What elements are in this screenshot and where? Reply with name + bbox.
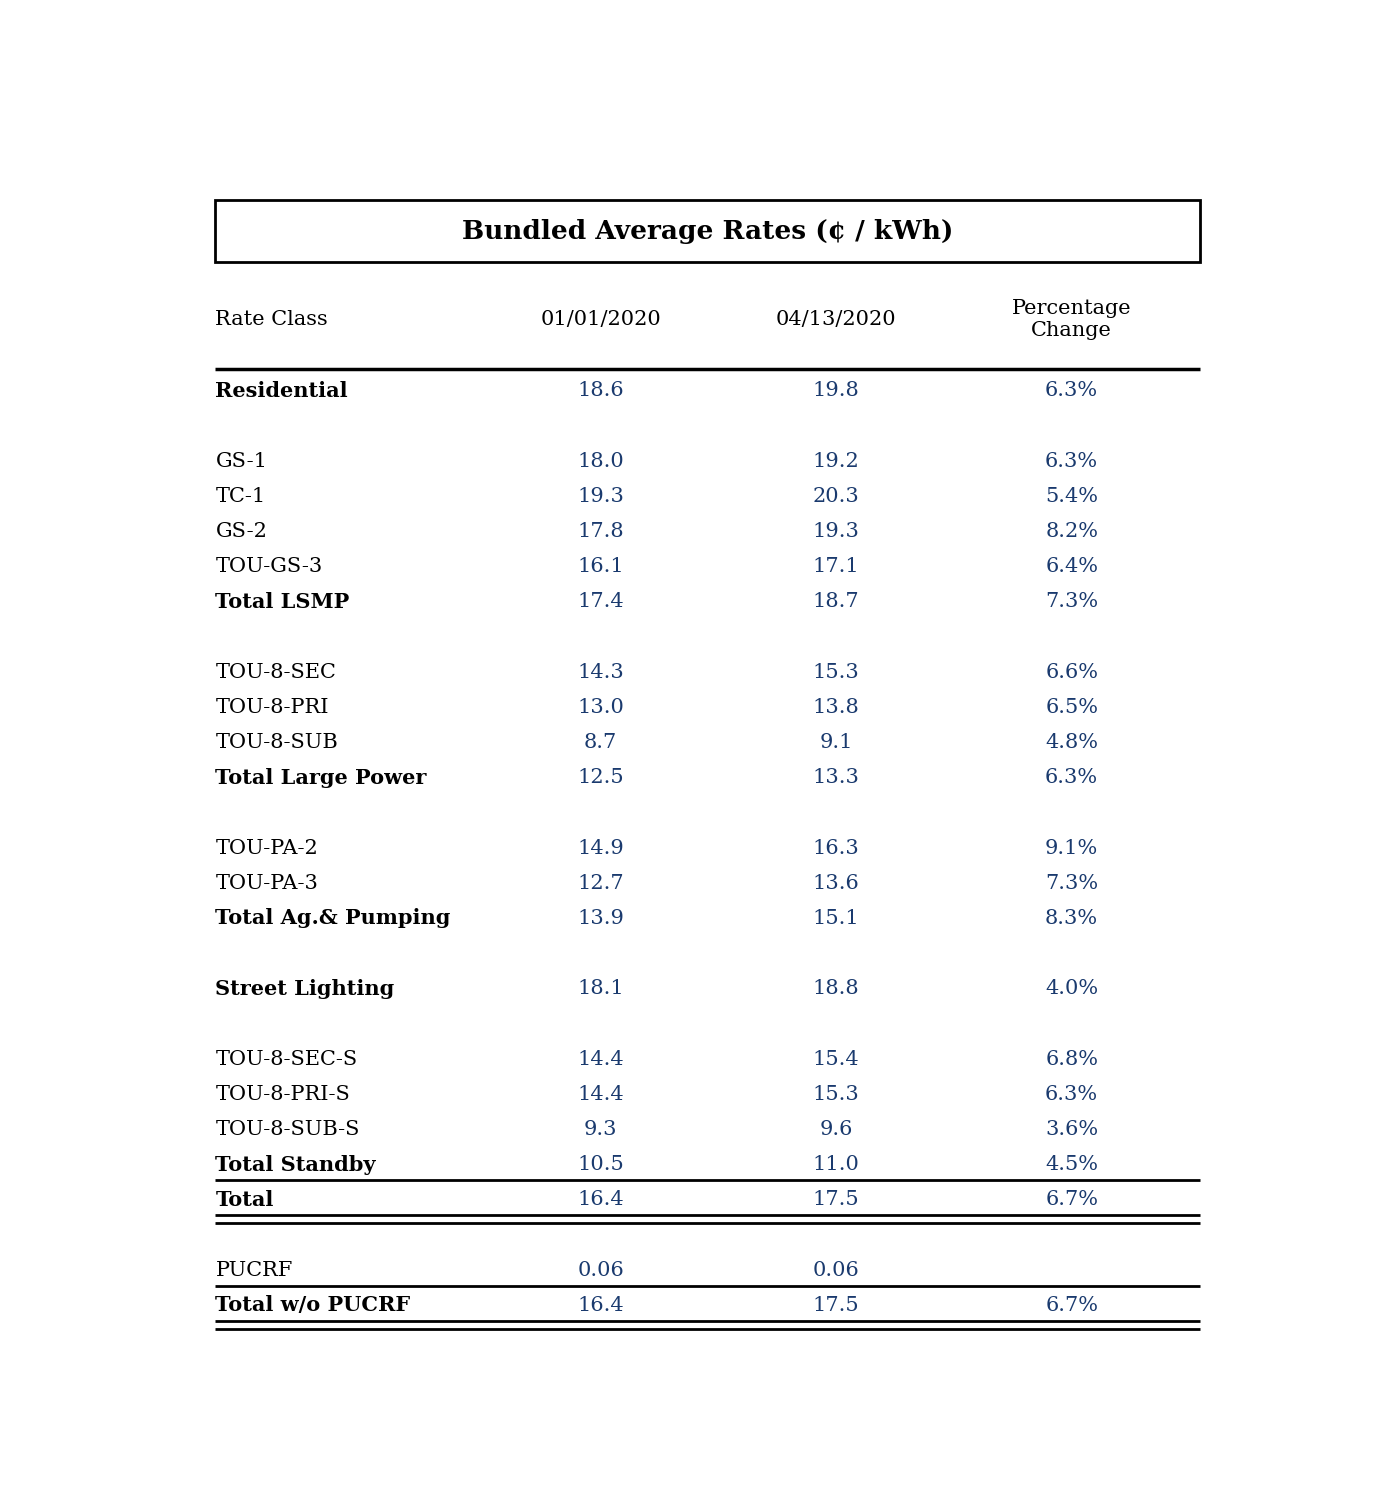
Text: 16.4: 16.4 xyxy=(577,1190,624,1209)
Text: 14.9: 14.9 xyxy=(577,839,624,857)
Text: 16.3: 16.3 xyxy=(813,839,859,857)
Text: 04/13/2020: 04/13/2020 xyxy=(776,310,896,330)
Text: 5.4%: 5.4% xyxy=(1045,486,1098,506)
Text: 6.6%: 6.6% xyxy=(1045,663,1098,682)
Text: 9.3: 9.3 xyxy=(584,1120,617,1139)
Text: 15.4: 15.4 xyxy=(813,1050,859,1069)
Text: 8.7: 8.7 xyxy=(584,733,617,751)
Text: 20.3: 20.3 xyxy=(813,486,859,506)
Text: 0.06: 0.06 xyxy=(577,1261,624,1280)
Text: Percentage
Change: Percentage Change xyxy=(1012,300,1131,340)
Text: 7.3%: 7.3% xyxy=(1045,873,1098,893)
Text: 13.0: 13.0 xyxy=(577,697,624,717)
Text: TOU-8-PRI-S: TOU-8-PRI-S xyxy=(215,1084,351,1104)
Text: 18.1: 18.1 xyxy=(577,979,624,998)
Text: 4.0%: 4.0% xyxy=(1045,979,1098,998)
Text: Total LSMP: Total LSMP xyxy=(215,592,349,611)
Text: 10.5: 10.5 xyxy=(577,1155,624,1175)
Text: 3.6%: 3.6% xyxy=(1045,1120,1098,1139)
Text: 18.8: 18.8 xyxy=(813,979,859,998)
Text: TOU-8-PRI: TOU-8-PRI xyxy=(215,697,329,717)
Text: 17.8: 17.8 xyxy=(577,523,624,541)
Text: 13.6: 13.6 xyxy=(813,873,859,893)
Text: 12.5: 12.5 xyxy=(577,768,624,788)
Text: 6.8%: 6.8% xyxy=(1045,1050,1098,1069)
Text: 0.06: 0.06 xyxy=(813,1261,859,1280)
Text: Total w/o PUCRF: Total w/o PUCRF xyxy=(215,1295,410,1315)
Text: 4.8%: 4.8% xyxy=(1045,733,1098,751)
Bar xyxy=(215,200,1200,262)
Text: 01/01/2020: 01/01/2020 xyxy=(540,310,661,330)
Text: 9.1%: 9.1% xyxy=(1045,839,1098,857)
Text: 12.7: 12.7 xyxy=(577,873,624,893)
Text: 13.3: 13.3 xyxy=(813,768,859,788)
Text: 17.5: 17.5 xyxy=(813,1190,859,1209)
Text: 16.1: 16.1 xyxy=(577,557,624,577)
Text: TOU-8-SEC: TOU-8-SEC xyxy=(215,663,337,682)
Text: 11.0: 11.0 xyxy=(813,1155,859,1175)
Text: 13.8: 13.8 xyxy=(813,697,859,717)
Text: 19.3: 19.3 xyxy=(813,523,859,541)
Text: 18.7: 18.7 xyxy=(813,592,859,611)
Text: 4.5%: 4.5% xyxy=(1045,1155,1098,1175)
Text: TOU-8-SUB-S: TOU-8-SUB-S xyxy=(215,1120,360,1139)
Text: 6.3%: 6.3% xyxy=(1045,768,1098,788)
Text: 9.6: 9.6 xyxy=(819,1120,853,1139)
Text: 15.1: 15.1 xyxy=(813,910,859,928)
Text: 6.3%: 6.3% xyxy=(1045,381,1098,401)
Text: 19.8: 19.8 xyxy=(813,381,859,401)
Text: 15.3: 15.3 xyxy=(813,1084,859,1104)
Text: 7.3%: 7.3% xyxy=(1045,592,1098,611)
Text: 13.9: 13.9 xyxy=(577,910,624,928)
Text: TOU-8-SUB: TOU-8-SUB xyxy=(215,733,338,751)
Text: 8.2%: 8.2% xyxy=(1045,523,1098,541)
Text: GS-2: GS-2 xyxy=(215,523,268,541)
Text: TOU-8-SEC-S: TOU-8-SEC-S xyxy=(215,1050,358,1069)
Text: Bundled Average Rates (¢ / kWh): Bundled Average Rates (¢ / kWh) xyxy=(463,218,953,244)
Text: 6.7%: 6.7% xyxy=(1045,1295,1098,1315)
Text: Rate Class: Rate Class xyxy=(215,310,329,330)
Text: Total Standby: Total Standby xyxy=(215,1155,376,1175)
Text: 6.3%: 6.3% xyxy=(1045,1084,1098,1104)
Text: 9.1: 9.1 xyxy=(819,733,853,751)
Text: 18.0: 18.0 xyxy=(577,452,624,471)
Text: 14.4: 14.4 xyxy=(577,1050,624,1069)
Text: 6.5%: 6.5% xyxy=(1045,697,1098,717)
Text: Street Lighting: Street Lighting xyxy=(215,979,395,998)
Text: 8.3%: 8.3% xyxy=(1045,910,1098,928)
Text: Total: Total xyxy=(215,1190,273,1209)
Text: Total Large Power: Total Large Power xyxy=(215,768,427,788)
Text: GS-1: GS-1 xyxy=(215,452,268,471)
Text: TC-1: TC-1 xyxy=(215,486,265,506)
Text: 6.3%: 6.3% xyxy=(1045,452,1098,471)
Text: 17.4: 17.4 xyxy=(577,592,624,611)
Text: 14.3: 14.3 xyxy=(577,663,624,682)
Text: PUCRF: PUCRF xyxy=(215,1261,293,1280)
Text: 17.5: 17.5 xyxy=(813,1295,859,1315)
Text: 17.1: 17.1 xyxy=(813,557,859,577)
Text: 19.2: 19.2 xyxy=(813,452,859,471)
Text: 6.4%: 6.4% xyxy=(1045,557,1098,577)
Text: 18.6: 18.6 xyxy=(577,381,624,401)
Text: 6.7%: 6.7% xyxy=(1045,1190,1098,1209)
Text: Total Ag.& Pumping: Total Ag.& Pumping xyxy=(215,908,450,928)
Text: Residential: Residential xyxy=(215,381,348,401)
Text: 16.4: 16.4 xyxy=(577,1295,624,1315)
Text: TOU-PA-2: TOU-PA-2 xyxy=(215,839,318,857)
Text: TOU-PA-3: TOU-PA-3 xyxy=(215,873,318,893)
Text: 19.3: 19.3 xyxy=(577,486,624,506)
Text: 14.4: 14.4 xyxy=(577,1084,624,1104)
Text: 15.3: 15.3 xyxy=(813,663,859,682)
Text: TOU-GS-3: TOU-GS-3 xyxy=(215,557,323,577)
